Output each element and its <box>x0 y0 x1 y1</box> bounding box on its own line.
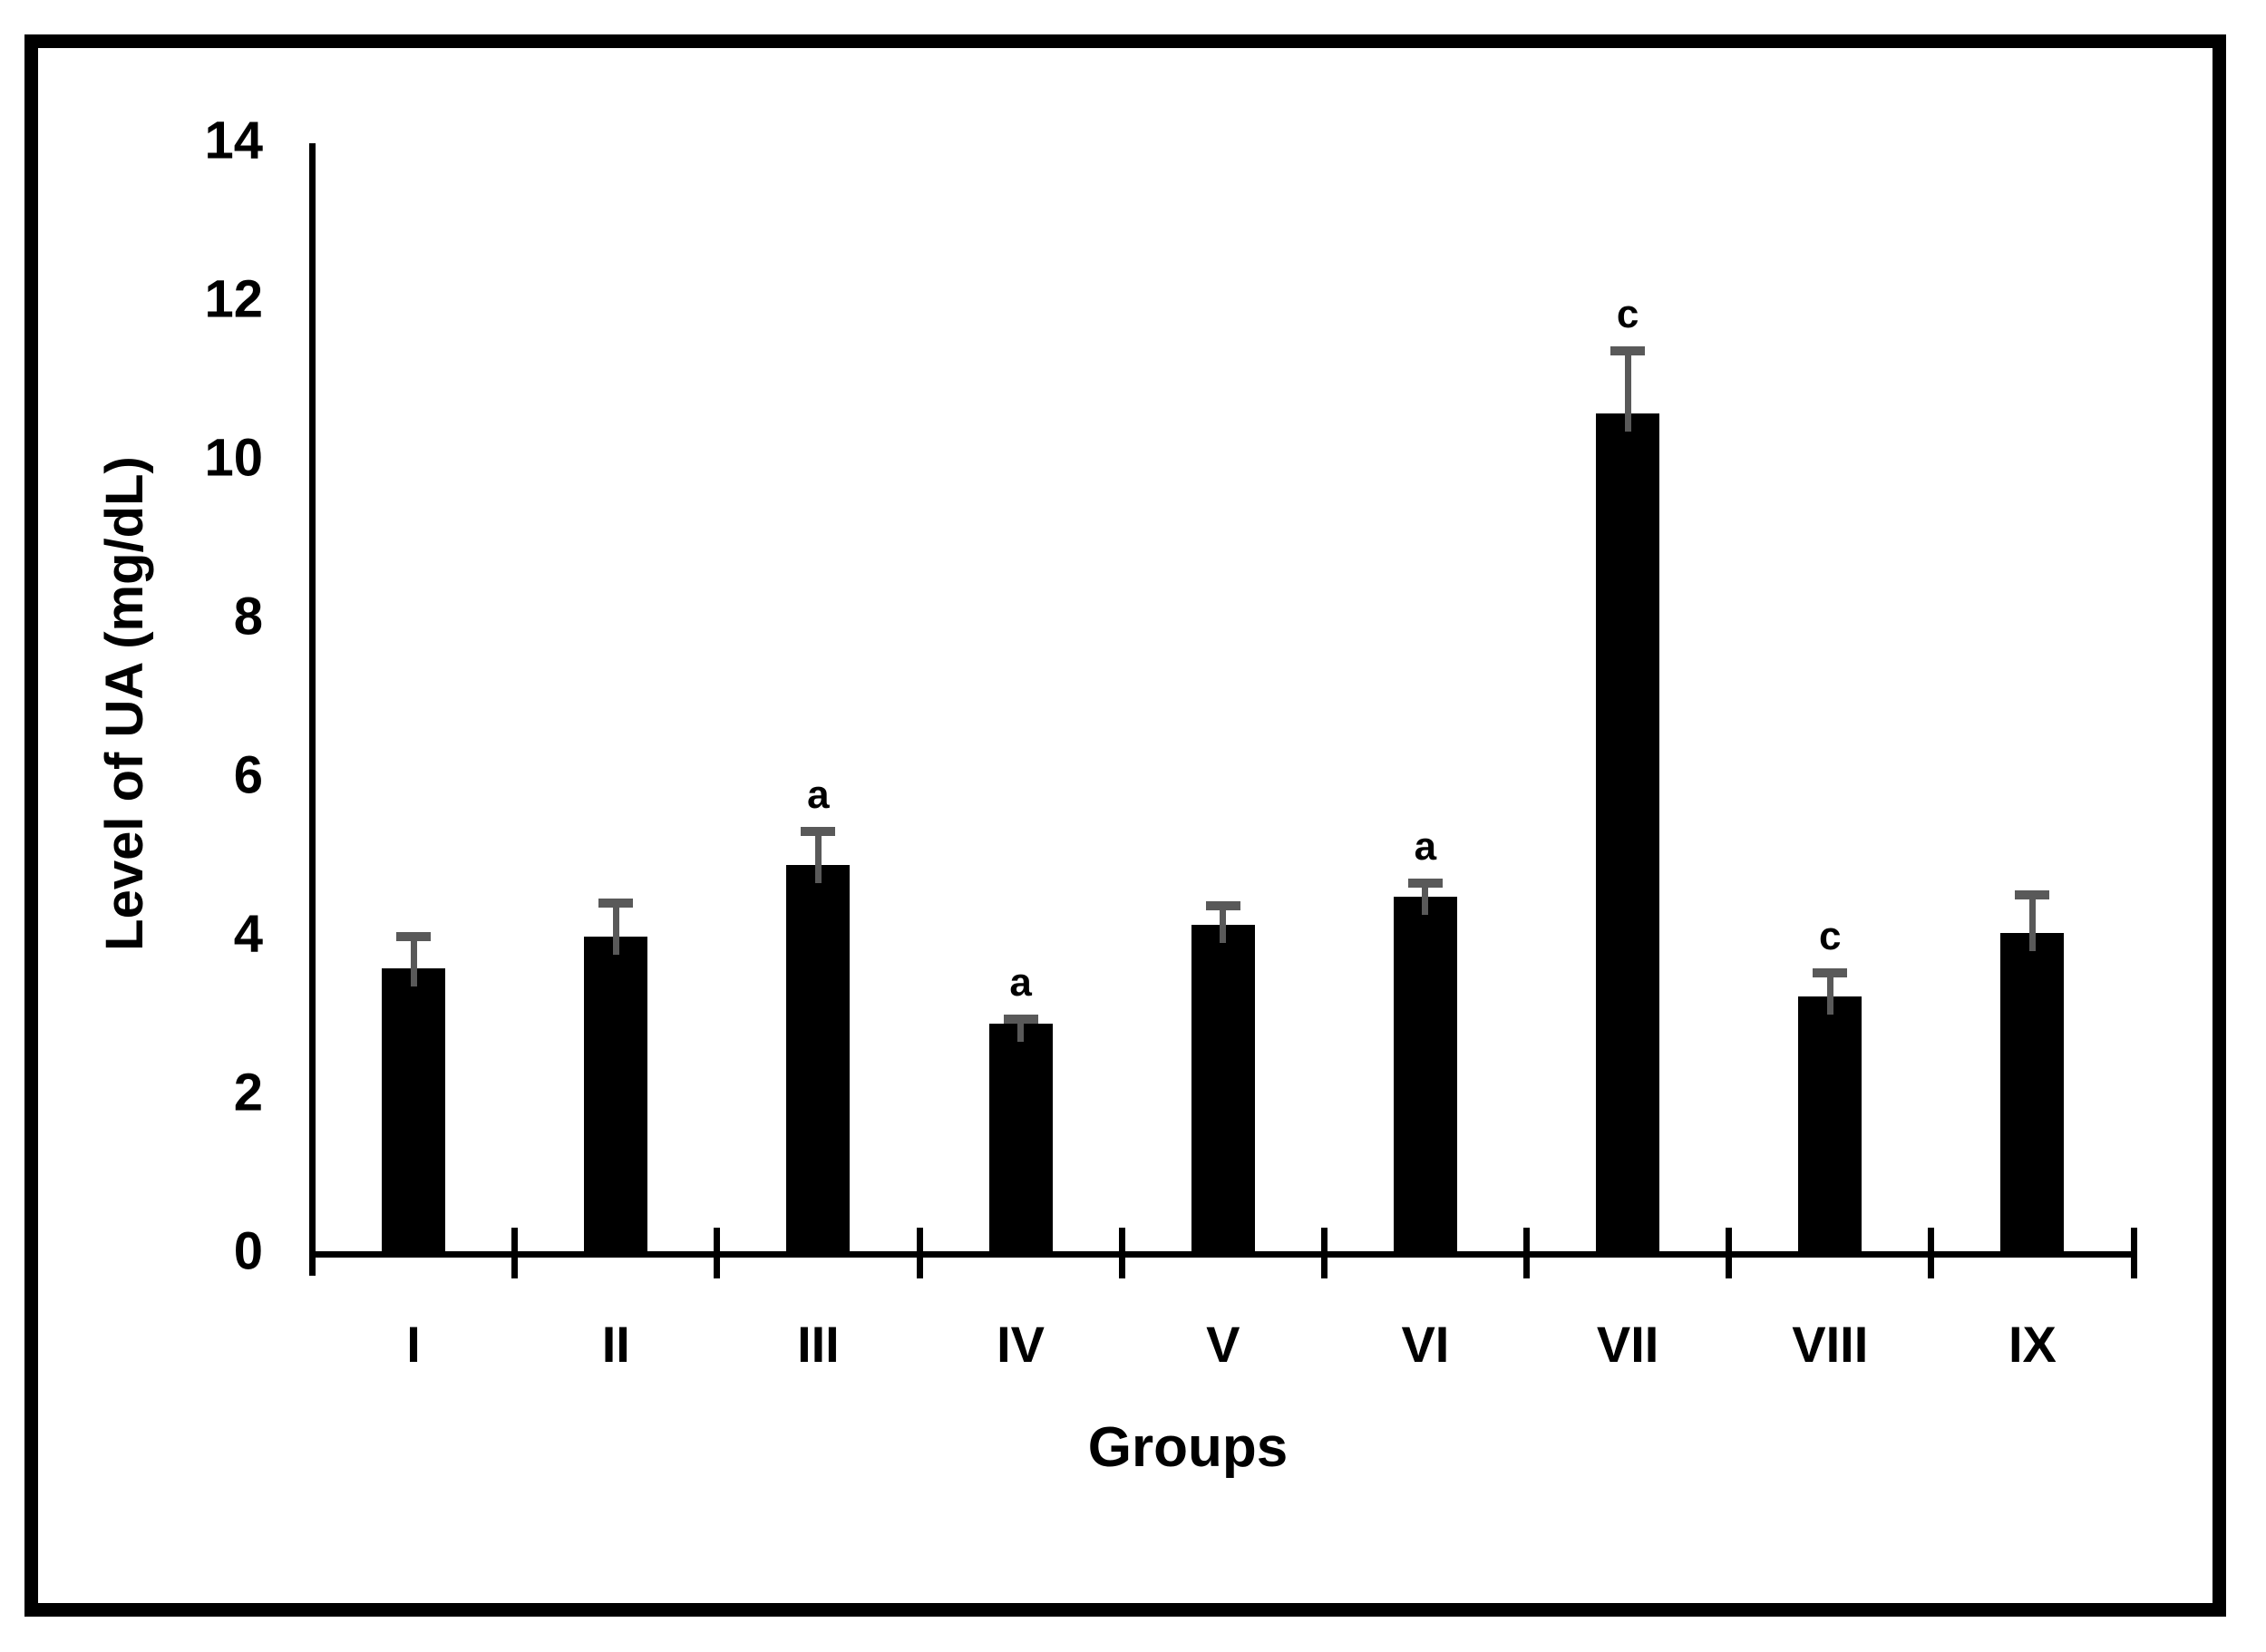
error-bar-stem-II <box>612 903 619 955</box>
x-axis-tick <box>1726 1228 1733 1278</box>
x-axis-line <box>309 1251 2136 1258</box>
bar-IX <box>2000 932 2065 1254</box>
error-bar-stem-I <box>410 937 417 986</box>
bar-II <box>584 937 648 1254</box>
x-category-label-II: II <box>601 1316 630 1373</box>
y-tick-label-10: 10 <box>204 428 263 488</box>
x-axis-tick <box>511 1228 519 1278</box>
x-axis-tick <box>1320 1228 1328 1278</box>
y-tick-label-8: 8 <box>233 587 263 646</box>
y-tick-label-0: 0 <box>233 1221 263 1281</box>
x-category-label-V: V <box>1206 1316 1240 1373</box>
bar-IV <box>988 1024 1053 1254</box>
significance-letter-VIII: c <box>1819 914 1842 959</box>
error-bar-cap-IV <box>1003 1015 1038 1024</box>
figure-border <box>24 34 2226 1617</box>
x-category-label-VIII: VIII <box>1792 1316 1869 1373</box>
error-bar-cap-IX <box>2015 889 2050 899</box>
error-bar-stem-III <box>814 831 822 884</box>
error-bar-stem-IV <box>1017 1019 1025 1043</box>
x-category-label-VI: VI <box>1401 1316 1450 1373</box>
x-axis-tick <box>2130 1228 2137 1278</box>
x-category-label-IX: IX <box>2008 1316 2057 1373</box>
y-tick-label-14: 14 <box>204 111 263 170</box>
error-bar-cap-I <box>396 932 432 941</box>
error-bar-stem-VI <box>1422 882 1429 916</box>
x-category-label-IV: IV <box>997 1316 1045 1373</box>
x-axis-tick <box>1118 1228 1125 1278</box>
x-axis-tick <box>1523 1228 1530 1278</box>
bar-VII <box>1596 413 1660 1254</box>
x-category-label-I: I <box>406 1316 421 1373</box>
y-tick-label-4: 4 <box>233 904 263 964</box>
bar-I <box>382 968 446 1254</box>
error-bar-cap-III <box>801 826 836 836</box>
y-tick-label-2: 2 <box>233 1063 263 1122</box>
significance-letter-III: a <box>807 772 830 817</box>
error-bar-stem-IX <box>2028 894 2036 951</box>
error-bar-cap-VII <box>1610 346 1646 356</box>
significance-letter-VII: c <box>1616 292 1639 337</box>
x-category-label-III: III <box>797 1316 840 1373</box>
error-bar-cap-II <box>598 899 634 909</box>
y-tick-label-12: 12 <box>204 269 263 329</box>
error-bar-cap-VIII <box>1813 968 1848 978</box>
x-axis-title: Groups <box>1087 1416 1289 1479</box>
x-axis-tick <box>714 1228 721 1278</box>
bar-V <box>1191 924 1255 1254</box>
bar-VIII <box>1798 996 1862 1254</box>
x-axis-tick <box>916 1228 923 1278</box>
error-bar-stem-V <box>1220 905 1227 943</box>
y-axis-line <box>309 143 316 1276</box>
x-category-label-VII: VII <box>1596 1316 1659 1373</box>
bar-III <box>786 865 851 1254</box>
error-bar-stem-VIII <box>1826 973 1833 1015</box>
significance-letter-IV: a <box>1009 960 1032 1005</box>
bar-VI <box>1393 897 1457 1254</box>
significance-letter-VI: a <box>1414 823 1437 869</box>
x-axis-tick <box>1928 1228 1935 1278</box>
y-axis-title: Level of UA (mg/dL) <box>95 456 154 951</box>
error-bar-cap-V <box>1205 900 1240 910</box>
error-bar-stem-VII <box>1624 351 1631 432</box>
y-tick-label-6: 6 <box>233 745 263 805</box>
error-bar-cap-VI <box>1407 878 1443 888</box>
